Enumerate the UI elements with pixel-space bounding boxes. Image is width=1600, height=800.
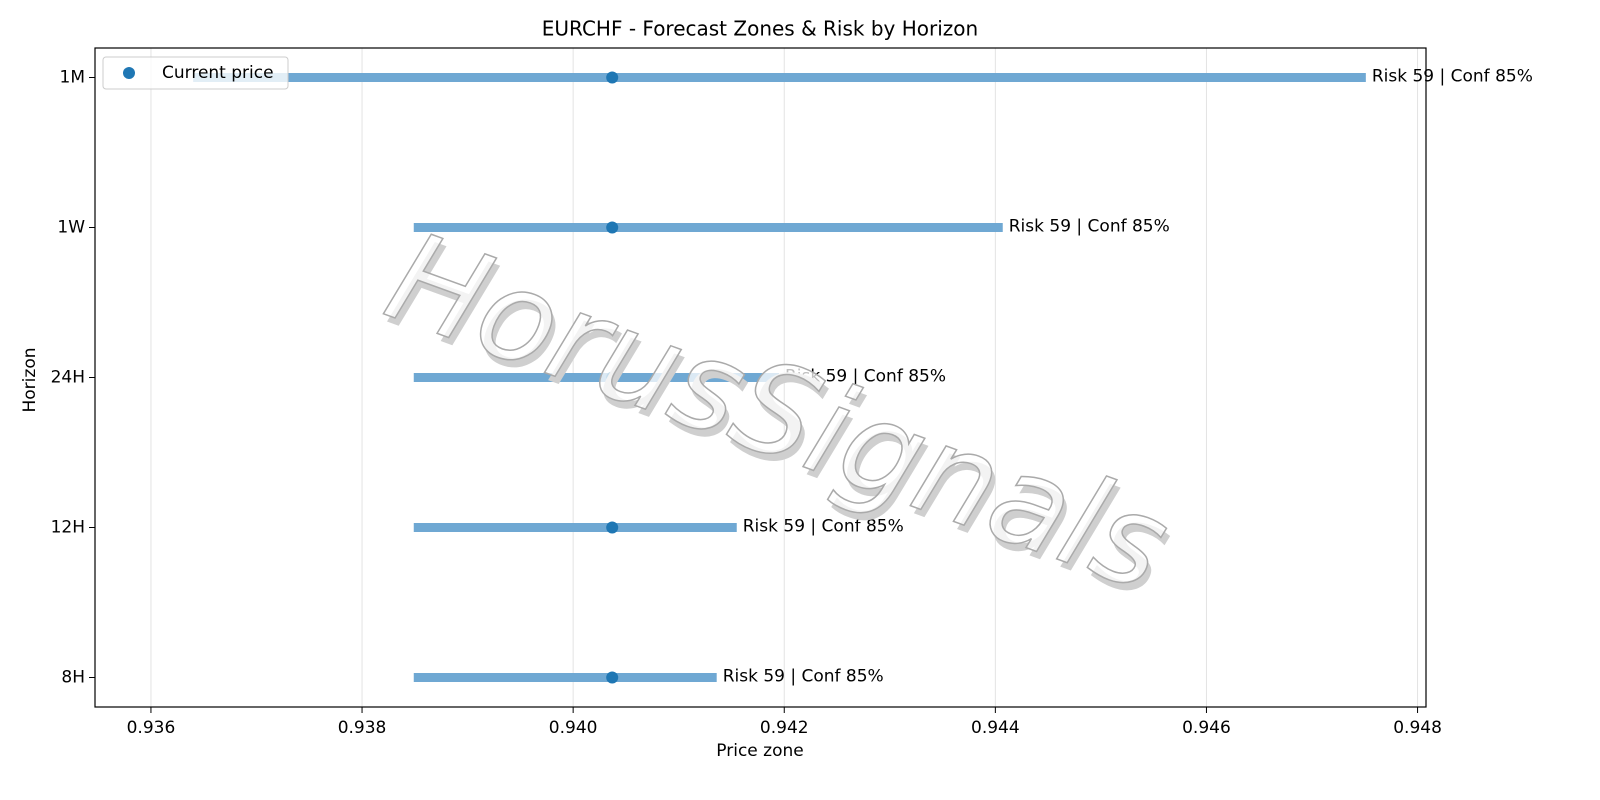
y-tick-label: 24H — [51, 368, 85, 388]
value-label: Risk 59 | Conf 85% — [1009, 217, 1170, 237]
x-tick-label: 0.938 — [338, 718, 387, 738]
x-tick-label: 0.942 — [760, 718, 809, 738]
current-price-marker — [606, 671, 619, 684]
y-tick-label: 12H — [51, 518, 85, 538]
legend: Current price — [102, 56, 289, 90]
value-label: Risk 59 | Conf 85% — [723, 667, 884, 687]
chart-title: EURCHF - Forecast Zones & Risk by Horizo… — [542, 17, 978, 41]
x-axis-label: Price zone — [716, 741, 803, 761]
current-price-marker — [606, 371, 619, 384]
watermark: HorusSignals — [370, 205, 1186, 620]
value-label: Risk 59 | Conf 85% — [1372, 67, 1533, 87]
x-tick-label: 0.940 — [549, 718, 598, 738]
x-tick-label: 0.946 — [1182, 718, 1231, 738]
legend-box — [102, 56, 289, 90]
legend-label: Current price — [162, 63, 274, 83]
y-tick-label: 1M — [60, 68, 85, 88]
watermark-group: HorusSignals HorusSignals — [369, 204, 1189, 628]
value-label: Risk 59 | Conf 85% — [785, 367, 946, 387]
legend-marker — [123, 67, 135, 79]
y-tick-label: 8H — [61, 668, 85, 688]
axes: 0.936 0.938 0.940 0.942 0.944 0.946 0.948 8H 12H… — [51, 68, 1442, 739]
x-tick-label: 0.944 — [971, 718, 1020, 738]
y-tick-label: 1W — [57, 218, 85, 238]
x-tick-label: 0.948 — [1393, 718, 1442, 738]
x-tick-label: 0.936 — [127, 718, 176, 738]
current-price-marker — [606, 521, 619, 534]
current-price-marker — [606, 71, 619, 84]
value-label: Risk 59 | Conf 85% — [743, 517, 904, 537]
y-axis-label: Horizon — [20, 348, 40, 413]
current-price-marker — [606, 221, 619, 234]
plot-marks: Risk 59 | Conf 85% Risk 59 | Conf 85% Risk… — [193, 67, 1533, 687]
